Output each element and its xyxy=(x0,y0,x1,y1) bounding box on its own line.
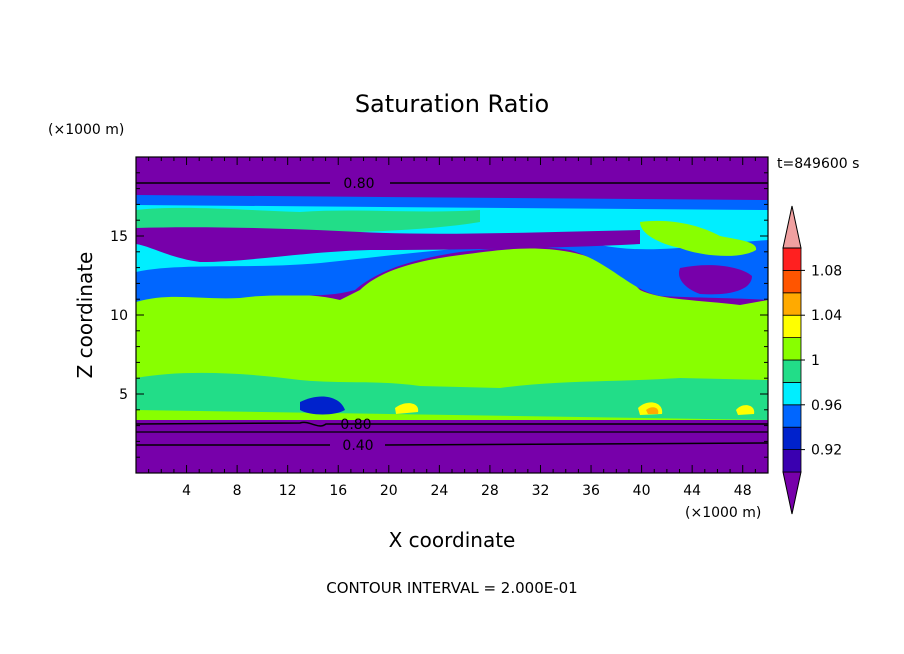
x-tick-label: 32 xyxy=(532,483,550,499)
y-tick-label: 5 xyxy=(119,387,128,403)
y-axis-title: Z coordinate xyxy=(73,252,97,379)
colorbar: 1.08 1.04 1 0.96 0.92 xyxy=(782,205,842,515)
y-tick-label: 15 xyxy=(110,229,128,245)
colorbar-box xyxy=(782,426,802,451)
x-tick-label: 24 xyxy=(430,483,448,499)
colorbar-box xyxy=(782,404,802,428)
colorbar-box xyxy=(782,337,802,361)
colorbar-over xyxy=(782,205,802,249)
colorbar-box xyxy=(782,269,802,294)
contour-label-upper: 0.80 xyxy=(343,176,374,192)
contour-080-lower xyxy=(136,421,768,427)
y-tick-label: 10 xyxy=(110,308,128,324)
chart-title: Saturation Ratio xyxy=(355,90,549,118)
warm-spot-4 xyxy=(736,405,755,415)
x-axis-title: X coordinate xyxy=(389,528,516,552)
x-unit-label: (×1000 m) xyxy=(685,505,761,521)
x-tick-label: 44 xyxy=(683,483,701,499)
time-label: t=849600 s xyxy=(777,156,859,172)
colorbar-label: 0.96 xyxy=(811,398,842,414)
warm-spot-3 xyxy=(646,407,659,414)
x-tick-label: 28 xyxy=(481,483,499,499)
contour-label-bottom: 0.40 xyxy=(342,438,373,454)
x-tick-label: 8 xyxy=(233,483,242,499)
x-tick-label: 16 xyxy=(329,483,347,499)
x-tick-label: 48 xyxy=(734,483,752,499)
band-lower-green xyxy=(136,372,768,420)
contour-label-mid: 0.80 xyxy=(340,417,371,433)
colorbar-label: 1.08 xyxy=(811,263,842,279)
colorbar-under xyxy=(782,471,802,515)
colorbar-box xyxy=(782,449,802,473)
colorbar-box xyxy=(782,247,802,271)
dry-patch-blue xyxy=(300,396,345,415)
dry-pocket-right xyxy=(678,265,752,295)
x-tick-label: 12 xyxy=(279,483,297,499)
contour-interval-note: CONTOUR INTERVAL = 2.000E-01 xyxy=(326,579,577,597)
contour-040-lower xyxy=(136,442,768,446)
band-bottom-dry xyxy=(136,420,768,473)
x-axis: 4 8 12 16 20 24 28 32 36 40 44 48 xyxy=(148,157,756,499)
colorbar-box xyxy=(782,359,802,383)
y-axis: 5 10 15 xyxy=(110,172,768,458)
x-tick-label: 4 xyxy=(182,483,191,499)
contour-field xyxy=(136,157,768,473)
x-tick-label: 40 xyxy=(633,483,651,499)
colorbar-label: 1 xyxy=(811,353,820,369)
y-unit-label: (×1000 m) xyxy=(48,122,124,138)
warm-spot-1 xyxy=(395,403,419,414)
colorbar-box xyxy=(782,381,802,406)
band-mid-level xyxy=(136,248,768,420)
colorbar-box xyxy=(782,314,802,339)
colorbar-label: 1.04 xyxy=(811,308,842,324)
moist-pocket-right xyxy=(640,220,757,256)
x-tick-label: 36 xyxy=(582,483,600,499)
colorbar-label: 0.92 xyxy=(811,443,842,459)
colorbar-box xyxy=(782,292,802,316)
dry-tongue-upper xyxy=(136,227,640,262)
x-tick-label: 20 xyxy=(380,483,398,499)
